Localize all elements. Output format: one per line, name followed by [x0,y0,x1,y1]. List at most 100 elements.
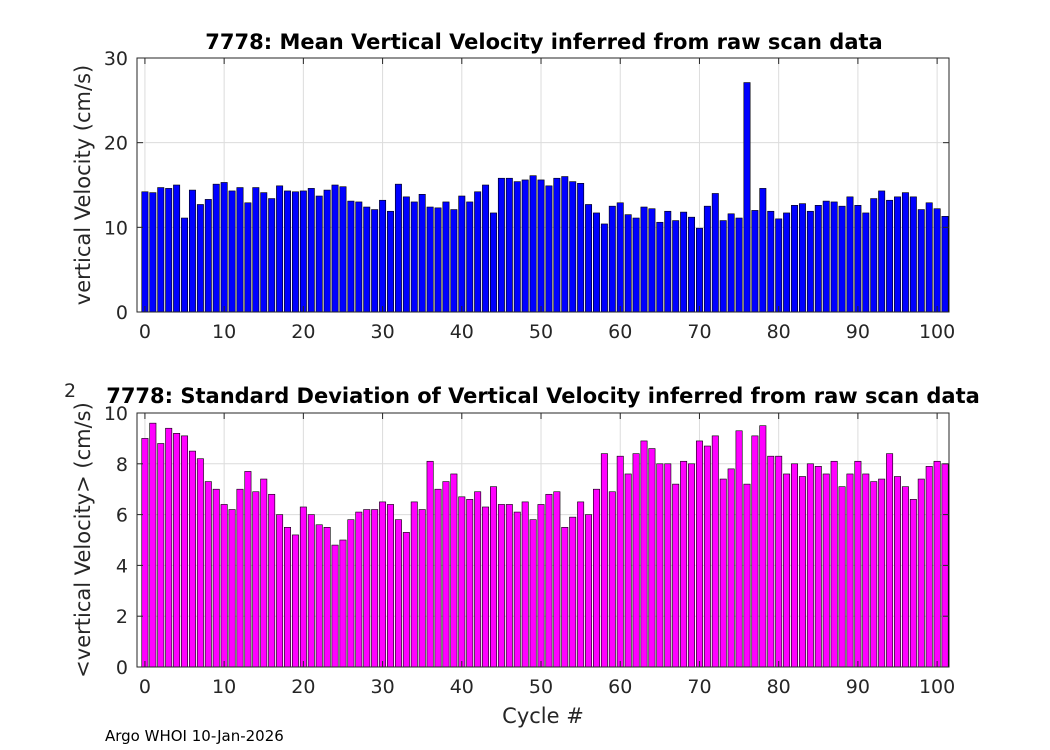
bar [759,425,767,668]
bar [711,193,719,313]
bar [276,514,284,668]
bar [838,205,846,313]
bar [252,491,260,668]
bar [680,460,688,668]
bar [339,539,347,668]
bar [925,466,933,668]
bar [798,476,806,668]
bar [656,463,664,668]
bar [933,208,941,313]
bar [434,488,442,668]
bar [355,511,363,668]
bar [490,486,497,668]
bar [410,501,418,668]
bar [838,486,846,668]
bar [561,176,569,313]
bar [767,455,775,668]
x-tick-label: 90 [846,676,870,698]
bar [188,450,196,668]
bar [173,184,181,313]
bar [387,210,394,313]
bar [901,192,909,313]
bar [933,460,941,668]
y-axis-label-superscript: 2 [64,380,76,402]
bar [347,200,355,313]
bar [513,181,521,313]
bar [751,435,759,668]
bar [727,213,735,313]
bar [664,210,672,313]
bar [695,440,703,668]
bar [141,191,149,313]
x-tick-label: 20 [291,321,315,343]
bar [347,519,355,668]
bar [181,435,189,668]
bar [458,496,466,668]
bar [632,453,640,668]
x-tick-label: 90 [846,321,870,343]
x-tick-label: 60 [608,321,632,343]
bar [608,491,616,668]
bar [165,188,173,313]
bar [941,216,949,313]
bar [284,190,291,313]
bar [672,483,680,668]
bar [545,493,553,668]
bar [394,519,402,668]
bar [640,206,648,313]
bar [410,201,418,313]
bar [577,501,585,668]
bar [196,458,204,668]
bar [640,440,648,668]
bar [276,185,284,313]
x-tick-label: 80 [767,321,791,343]
bar [751,210,759,313]
bar [315,524,323,668]
bar [220,504,228,668]
bar [497,177,505,313]
bar [426,460,434,668]
bar [244,471,252,668]
bar [284,526,291,668]
bar [355,201,363,313]
bar [600,223,608,313]
bar [727,468,735,668]
bar [490,212,497,313]
bar [783,473,791,668]
x-tick-label: 50 [529,676,553,698]
bar-series [141,422,949,668]
bar [680,211,688,313]
x-tick-label: 0 [139,676,151,698]
x-tick-label: 40 [450,676,474,698]
y-axis-label: <vertical Velocity> (cm/s) [71,402,95,678]
x-tick-label: 30 [370,676,394,698]
bar [236,488,244,668]
bar [196,204,204,313]
bar [600,453,608,668]
bar [521,501,529,668]
y-tick-label: 8 [116,454,128,476]
bar [173,433,181,668]
bar [482,184,490,313]
bar [577,183,585,313]
bar [656,221,664,313]
bar [846,196,854,313]
x-axis-ticks: 0 10 20 30 40 50 60 70 80 90 100 [139,413,955,698]
bar [648,448,656,668]
bar [814,466,822,668]
bar [870,198,878,313]
bar [228,509,236,668]
bar [854,205,862,313]
bar [165,427,173,668]
bar [371,209,379,313]
bar [735,217,743,313]
bar [371,509,379,668]
bar [901,486,909,668]
bar [561,526,569,668]
bar [188,189,196,313]
bar [339,186,347,313]
bar [854,460,862,668]
bar [593,488,600,668]
bar [664,463,672,668]
